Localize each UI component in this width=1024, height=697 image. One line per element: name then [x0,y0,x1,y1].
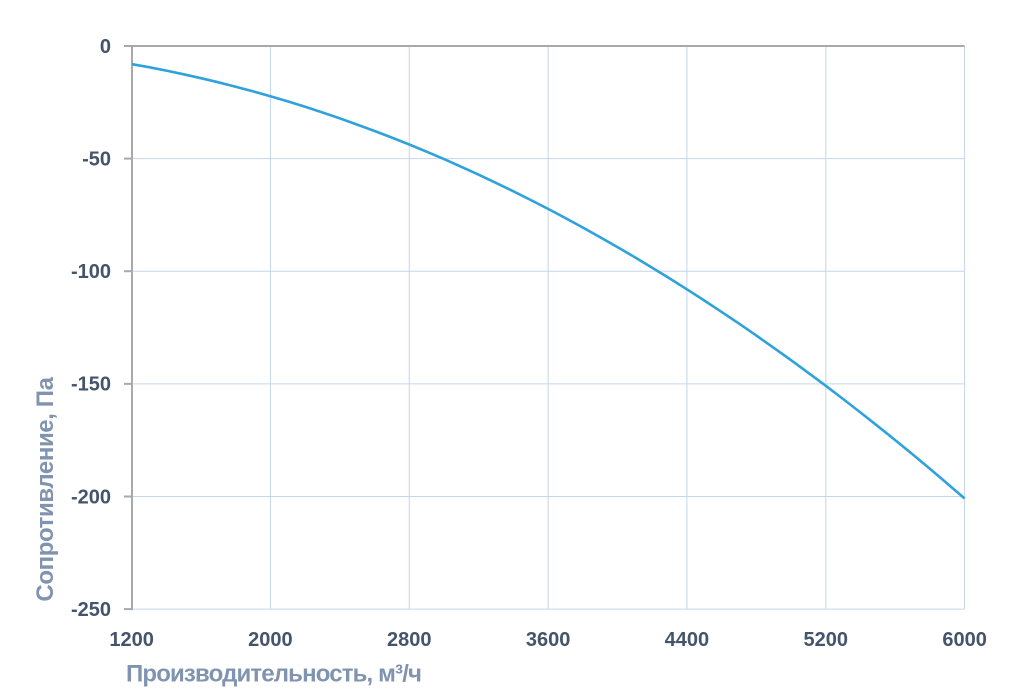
svg-text:Производительность, м³/ч: Производительность, м³/ч [126,661,421,688]
svg-text:2800: 2800 [387,629,432,651]
svg-text:6000: 6000 [942,629,987,651]
svg-text:Сопротивление, Па: Сопротивление, Па [32,376,59,601]
svg-text:-150: -150 [71,374,111,396]
svg-text:2000: 2000 [248,629,293,651]
svg-text:-200: -200 [71,486,111,508]
svg-text:1200: 1200 [109,629,154,651]
svg-text:5200: 5200 [804,629,849,651]
svg-text:3600: 3600 [526,629,571,651]
svg-text:-50: -50 [82,148,111,170]
svg-text:4400: 4400 [665,629,710,651]
svg-text:-100: -100 [71,261,111,283]
svg-text:-250: -250 [71,599,111,621]
svg-text:0: 0 [100,36,111,58]
